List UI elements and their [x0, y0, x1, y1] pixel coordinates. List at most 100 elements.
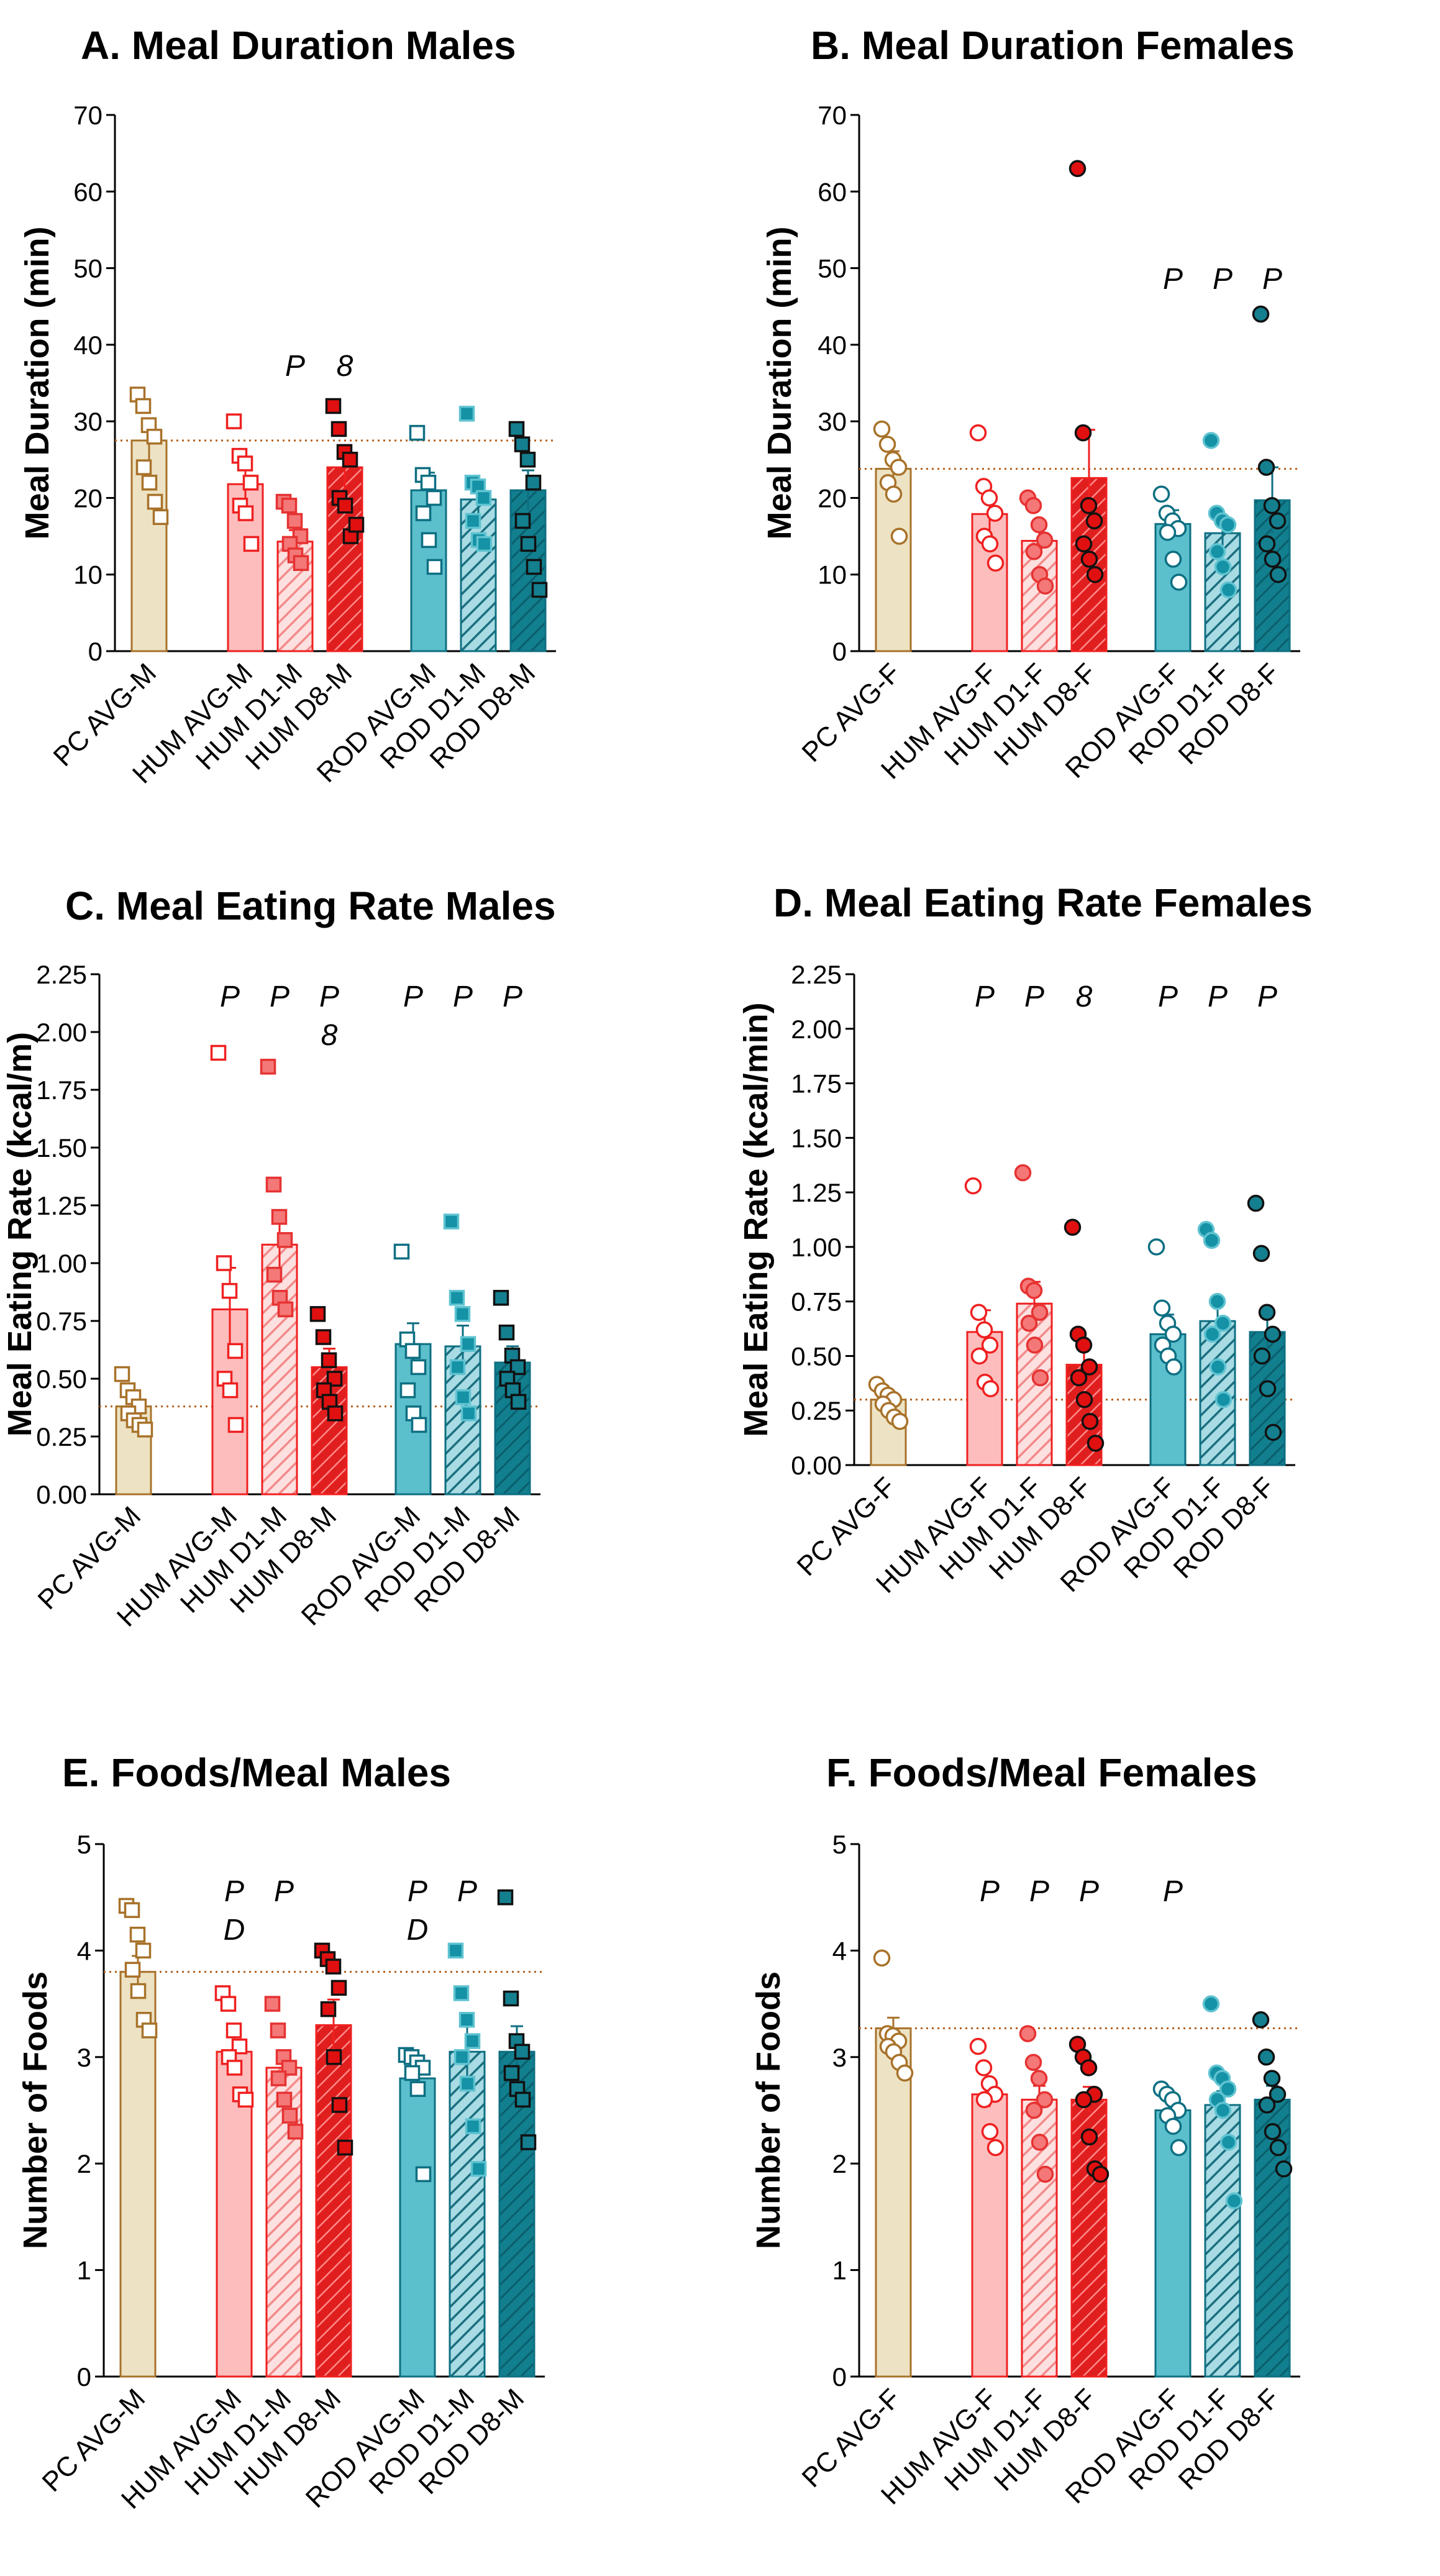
- data-point: [1252, 2011, 1270, 2029]
- data-point: [1030, 516, 1048, 534]
- data-point: [321, 1352, 337, 1368]
- data-point: [130, 1983, 147, 1999]
- significance-annotation: P: [1163, 263, 1183, 296]
- significance-annotation: P: [403, 980, 423, 1013]
- significance-annotation: P: [285, 350, 305, 383]
- significance-annotation: 8: [1076, 980, 1093, 1013]
- panel-f: F. Foods/Meal Females Number of Foods 0 1 2 3…: [750, 1750, 1300, 2511]
- data-point: [1036, 2165, 1054, 2183]
- y-tick-label: 2: [832, 2149, 847, 2178]
- panel-title: F. Foods/Meal Females: [826, 1750, 1257, 1795]
- data-point: [409, 424, 426, 441]
- data-point: [135, 459, 152, 475]
- data-point: [315, 1329, 332, 1345]
- significance-annotation: P: [1079, 1875, 1099, 1908]
- y-tick-label: 1.25: [791, 1178, 842, 1207]
- y-tick-label: 20: [818, 483, 847, 513]
- significance-annotation: 8: [337, 350, 353, 383]
- data-point: [129, 1926, 146, 1943]
- data-point: [1275, 2160, 1293, 2178]
- bar-pc-avg-m: [119, 1971, 157, 2378]
- data-point: [981, 1336, 999, 1354]
- data-point: [1080, 497, 1098, 514]
- y-tick-label: 0.00: [36, 1480, 87, 1509]
- panel-a: A. Meal Duration Males Meal Duration (min…: [19, 23, 556, 790]
- data-point: [1219, 581, 1237, 599]
- data-point: [281, 498, 298, 514]
- data-point: [458, 2012, 475, 2028]
- panel-d: D. Meal Eating Rate Females Meal Eating R…: [737, 880, 1313, 1599]
- data-point: [1025, 1282, 1043, 1299]
- data-point: [325, 1958, 342, 1975]
- data-point: [1026, 1336, 1044, 1354]
- data-point: [1019, 2025, 1037, 2042]
- data-point: [890, 528, 908, 545]
- data-point: [415, 505, 432, 521]
- y-axis-label: Meal Eating Rate (kcal/min): [737, 1002, 775, 1436]
- data-point: [1164, 550, 1182, 568]
- data-point: [276, 1232, 293, 1248]
- data-point: [1024, 2053, 1042, 2071]
- bar-hum-d1-m: [261, 1243, 298, 1496]
- data-point: [970, 1304, 988, 1321]
- data-point: [226, 2022, 242, 2039]
- y-tick-label: 1: [832, 2256, 847, 2285]
- data-point: [453, 1985, 470, 2001]
- data-point: [975, 2091, 993, 2109]
- data-point: [1153, 1299, 1171, 1317]
- data-point: [1269, 512, 1287, 530]
- data-point: [969, 424, 987, 442]
- data-point: [964, 1177, 982, 1195]
- y-tick-label: 0.50: [36, 1364, 87, 1394]
- significance-annotation: P: [408, 1875, 427, 1908]
- significance-annotation: P: [503, 980, 522, 1013]
- data-point: [1252, 1245, 1270, 1263]
- data-point: [514, 2091, 531, 2108]
- y-tick-label: 2.25: [791, 960, 842, 989]
- data-point: [114, 1366, 130, 1382]
- data-point: [443, 1213, 460, 1230]
- data-point: [526, 559, 542, 575]
- data-point: [141, 2022, 158, 2039]
- data-point: [337, 2139, 353, 2156]
- data-point: [449, 1290, 465, 1306]
- y-tick-label: 20: [73, 483, 103, 513]
- y-tick-label: 3: [832, 2043, 847, 2072]
- significance-annotation: P: [224, 1875, 244, 1908]
- y-tick-label: 1.00: [791, 1233, 842, 1262]
- data-point: [1020, 1315, 1038, 1332]
- data-point: [330, 421, 347, 437]
- data-point: [152, 509, 169, 525]
- data-point: [981, 535, 999, 553]
- y-tick-label: 1.25: [36, 1191, 87, 1220]
- data-point: [1214, 1391, 1233, 1409]
- y-tick-label: 2.00: [791, 1015, 842, 1044]
- data-point: [1074, 424, 1092, 442]
- data-point: [1085, 512, 1103, 530]
- y-tick-label: 2: [77, 2149, 91, 2178]
- data-point: [1219, 2080, 1237, 2098]
- y-tick-label: 0.75: [36, 1307, 87, 1336]
- y-tick-label: 0: [832, 2362, 847, 2391]
- data-point: [476, 536, 493, 552]
- y-tick-label: 5: [77, 1830, 91, 1859]
- data-point: [459, 2075, 476, 2092]
- panel-b: B. Meal Duration Females Meal Duration (m…: [761, 23, 1300, 785]
- data-point: [210, 1044, 227, 1061]
- data-point: [293, 555, 309, 571]
- data-point: [1214, 1315, 1232, 1332]
- data-point: [1269, 2086, 1287, 2103]
- data-point: [1219, 2134, 1237, 2151]
- data-point: [1069, 160, 1087, 178]
- data-point: [1080, 550, 1098, 568]
- data-point: [1203, 1231, 1221, 1249]
- y-tick-label: 3: [77, 2043, 91, 2072]
- data-point: [1264, 550, 1282, 568]
- data-point: [1247, 1194, 1265, 1212]
- data-point: [1258, 535, 1276, 553]
- y-axis-label: Meal Duration (min): [761, 226, 798, 539]
- data-point: [981, 2123, 999, 2140]
- data-point: [982, 1380, 1000, 1397]
- data-point: [146, 429, 163, 445]
- y-axis-label: Number of Foods: [750, 1971, 787, 2249]
